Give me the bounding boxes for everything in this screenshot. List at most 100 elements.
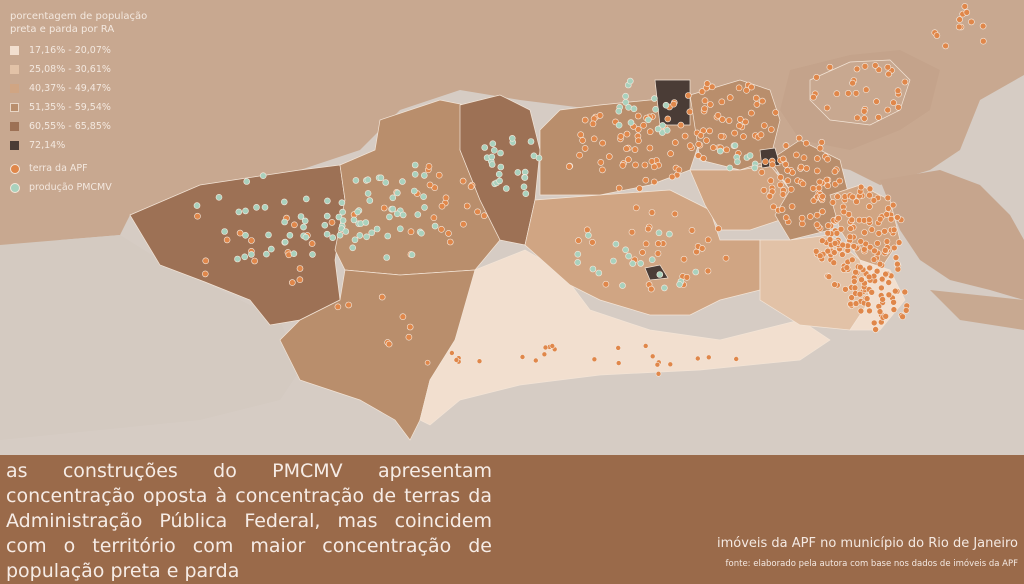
- pmcmv-point: [248, 251, 255, 258]
- apf-point: [852, 90, 860, 97]
- pmcmv-point: [661, 284, 668, 292]
- pmcmv-point: [662, 101, 670, 109]
- apf-point: [863, 295, 871, 302]
- apf-point: [424, 359, 431, 366]
- apf-point: [839, 241, 847, 249]
- apf-point: [873, 267, 881, 275]
- pmcmv-point: [411, 161, 419, 169]
- apf-point: [824, 247, 832, 255]
- apf-point: [824, 182, 832, 189]
- apf-point: [474, 208, 481, 216]
- apf-point: [798, 214, 806, 222]
- apf-point: [723, 146, 730, 154]
- apf-point: [762, 158, 769, 165]
- pmcmv-point: [420, 193, 427, 200]
- pmcmv-point: [324, 197, 331, 205]
- apf-point: [767, 177, 775, 184]
- apf-point: [861, 63, 869, 70]
- apf-point: [407, 228, 415, 235]
- pmcmv-point: [420, 172, 428, 179]
- pmcmv-point: [351, 236, 359, 244]
- apf-point: [760, 122, 768, 129]
- apf-point: [892, 254, 900, 261]
- pmcmv-point: [366, 197, 374, 204]
- apf-point: [816, 178, 824, 186]
- pmcmv-point: [751, 164, 759, 172]
- apf-point: [866, 203, 873, 210]
- pmcmv-point: [281, 238, 289, 246]
- apf-point: [870, 256, 878, 263]
- pmcmv-point: [396, 225, 404, 233]
- apf-point: [767, 126, 775, 133]
- apf-point: [671, 210, 679, 218]
- legend-swatch: [10, 141, 19, 150]
- apf-point: [706, 127, 713, 135]
- apf-point: [847, 225, 854, 232]
- pmcmv-point: [489, 140, 497, 147]
- apf-point: [837, 225, 845, 233]
- pmcmv-point: [496, 177, 503, 185]
- pmcmv-point: [364, 176, 372, 183]
- pmcmv-point: [522, 190, 530, 197]
- pmcmv-point: [241, 253, 248, 261]
- apf-point: [852, 300, 860, 307]
- apf-point: [748, 83, 755, 91]
- apf-point: [777, 181, 784, 189]
- apf-point: [634, 112, 642, 120]
- apf-point: [758, 169, 766, 176]
- apf-point: [866, 185, 874, 193]
- apf-point: [883, 211, 891, 218]
- apf-point: [735, 84, 743, 92]
- apf-point: [686, 108, 694, 116]
- pmcmv-dot-icon: [10, 182, 20, 193]
- apf-point: [882, 312, 890, 320]
- apf-dot-icon: [10, 163, 20, 174]
- apf-point: [680, 255, 688, 263]
- pmcmv-point: [339, 217, 347, 224]
- apf-point: [623, 145, 630, 152]
- pmcmv-point: [520, 183, 528, 191]
- pmcmv-point: [648, 256, 656, 264]
- apf-point: [849, 79, 856, 87]
- apf-point: [823, 176, 831, 184]
- pmcmv-point: [488, 161, 496, 168]
- apf-point: [853, 65, 861, 73]
- apf-point: [549, 343, 556, 349]
- apf-point: [861, 115, 868, 122]
- apf-point: [631, 146, 639, 153]
- apf-point: [743, 87, 750, 94]
- apf-point: [879, 296, 886, 303]
- apf-point: [819, 208, 826, 215]
- pmcmv-point: [595, 269, 603, 277]
- pmcmv-point: [495, 170, 503, 178]
- legend-swatch: [10, 65, 19, 74]
- apf-point: [597, 159, 605, 166]
- apf-point: [664, 115, 672, 123]
- apf-point: [476, 358, 483, 365]
- pmcmv-point: [349, 244, 357, 252]
- pmcmv-point: [726, 164, 734, 172]
- apf-point: [782, 214, 790, 221]
- apf-point: [766, 193, 774, 200]
- apf-point: [942, 42, 949, 50]
- apf-point: [639, 249, 646, 256]
- apf-point: [895, 104, 902, 111]
- apf-point: [194, 212, 201, 220]
- apf-point: [642, 176, 650, 184]
- apf-point: [334, 303, 342, 311]
- apf-point: [615, 345, 622, 351]
- bottom-panel: [0, 455, 1024, 576]
- apf-point: [890, 306, 898, 313]
- apf-point: [826, 236, 834, 243]
- apf-point: [583, 226, 591, 234]
- apf-point: [778, 206, 786, 213]
- apf-point: [636, 185, 643, 192]
- apf-point: [842, 285, 849, 293]
- pmcmv-point: [399, 178, 406, 185]
- pmcmv-point: [508, 135, 516, 142]
- apf-point: [693, 248, 700, 256]
- legend-swatch: [10, 122, 19, 131]
- apf-point: [857, 183, 865, 191]
- apf-point: [577, 131, 585, 138]
- apf-point: [602, 280, 610, 288]
